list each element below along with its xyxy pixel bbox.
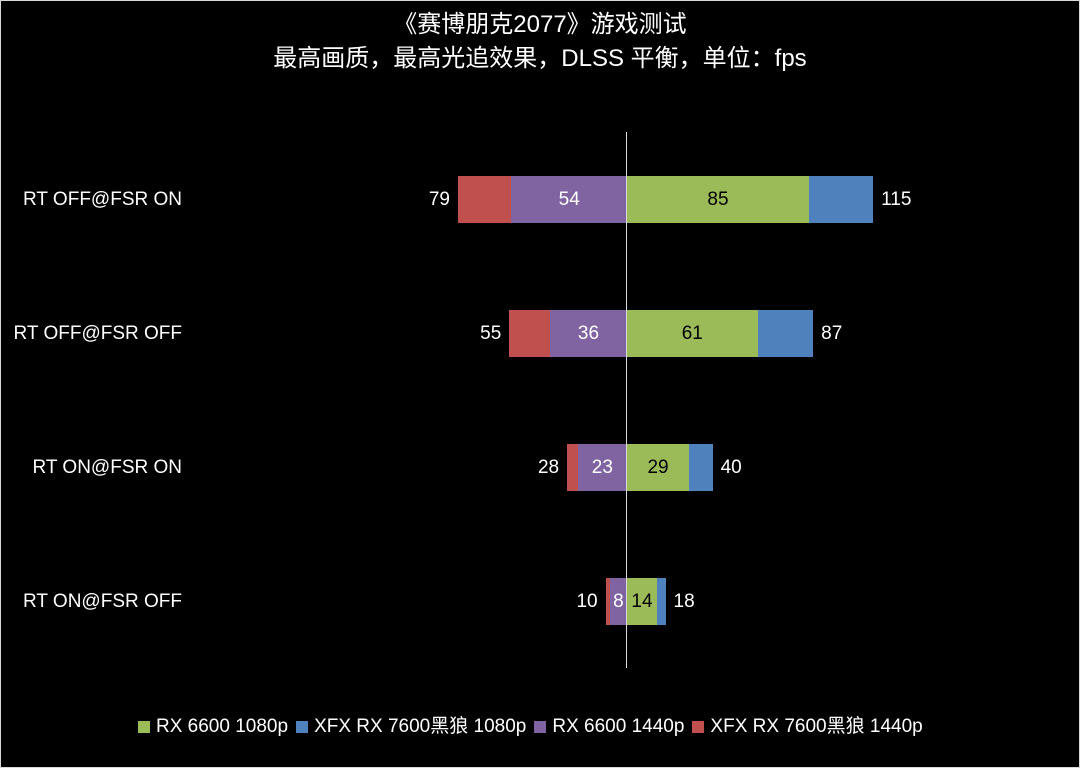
data-label-rx7600-1080p: 87 — [821, 323, 843, 344]
bar-segment-rx6600-1440p — [577, 444, 627, 491]
category-label: RT ON@FSR OFF — [23, 591, 182, 612]
data-label-rx7600-1440p: 28 — [537, 457, 560, 478]
data-label-rx6600-1080p: 61 — [681, 323, 703, 344]
data-label-rx6600-1080p: 29 — [647, 457, 669, 478]
data-label-rx7600-1440p: 10 — [576, 591, 598, 612]
legend-item-rx7600-1080p[interactable]: XFX RX 7600黑狼 1080p — [296, 716, 526, 738]
category-label: RT ON@FSR ON — [32, 457, 183, 478]
legend: RX 6600 1080p XFX RX 7600黑狼 1080p RX 660… — [138, 716, 931, 738]
data-label-rx7600-1440p: 55 — [480, 323, 502, 344]
legend-item-rx6600-1440p[interactable]: RX 6600 1440p — [534, 716, 684, 738]
chart-subtitle: 最高画质，最高光追效果，DLSS 平衡，单位：fps — [273, 45, 807, 72]
category-label: RT OFF@FSR OFF — [13, 323, 182, 344]
legend-label: XFX RX 7600黑狼 1080p — [314, 716, 527, 737]
bar-segment-rx6600-1080p — [627, 444, 690, 491]
data-label-rx7600-1080p: 40 — [720, 457, 742, 478]
data-label-rx7600-1080p: 18 — [673, 591, 695, 612]
data-label-rx6600-1080p: 14 — [631, 591, 653, 612]
legend-swatch — [138, 721, 150, 733]
legend-item-rx6600-1080p[interactable]: RX 6600 1080p — [138, 716, 288, 738]
legend-label: XFX RX 7600黑狼 1440p — [710, 716, 923, 737]
bar-segment-rx6600-1080p — [627, 578, 657, 625]
data-label-rx6600-1080p: 85 — [707, 189, 729, 210]
bar-segment-rx6600-1440p — [511, 176, 627, 223]
bar-segment-rx6600-1080p — [627, 176, 809, 223]
legend-label: RX 6600 1080p — [156, 716, 289, 737]
legend-swatch — [534, 721, 547, 733]
center-axis — [626, 132, 627, 668]
data-label-rx7600-1080p: 115 — [881, 189, 912, 210]
legend-swatch — [296, 721, 309, 733]
chart-title: 《赛博朋克2077》游戏测试 — [393, 11, 687, 38]
data-label-rx6600-1440p: 54 — [558, 189, 580, 210]
legend-swatch — [692, 721, 705, 733]
data-label-rx6600-1440p: 8 — [613, 591, 624, 612]
legend-label: RX 6600 1440p — [552, 716, 685, 737]
bar-segment-rx6600-1440p — [549, 310, 627, 357]
data-label-rx6600-1440p: 23 — [591, 457, 613, 478]
legend-item-rx7600-1440p[interactable]: XFX RX 7600黑狼 1440p — [692, 716, 923, 738]
data-label-rx6600-1440p: 36 — [577, 323, 600, 344]
bar-segment-rx6600-1080p — [627, 310, 758, 357]
category-label: RT OFF@FSR ON — [23, 189, 182, 210]
bar-segment-rx6600-1440p — [609, 578, 627, 625]
data-label-rx7600-1440p: 79 — [428, 189, 450, 210]
